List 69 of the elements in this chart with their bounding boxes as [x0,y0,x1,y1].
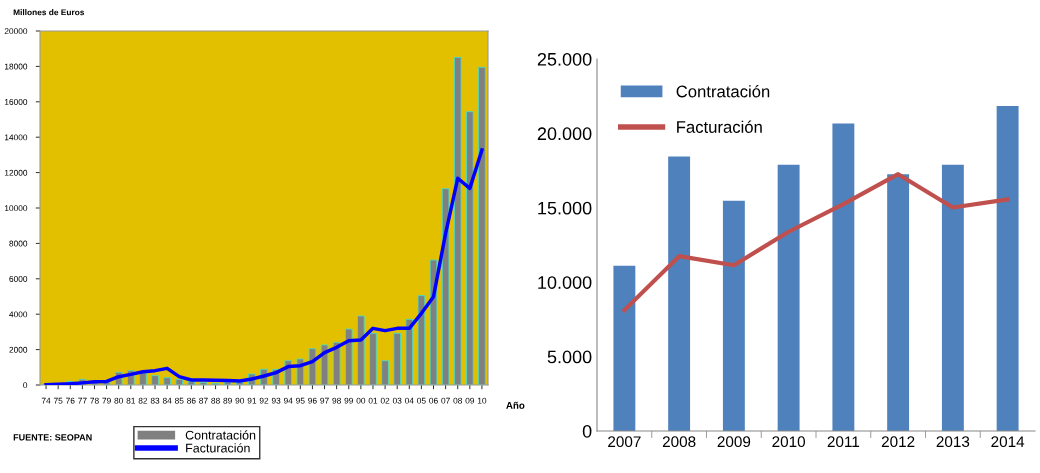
x-tick-label: 81 [126,397,136,404]
x-tick-label: 80 [114,397,124,404]
y-tick-label: 8000 [9,240,28,247]
y-tick-label: 14000 [4,134,28,141]
x-tick-label: 94 [283,397,293,404]
x-axis-title: Año [506,401,525,409]
y-tick-label: 16000 [4,99,28,105]
y-tick-label: 6000 [9,276,28,282]
legend-label: Contratación [185,430,256,440]
x-tick-label: 03 [392,397,402,404]
y-tick-label: 2000 [9,346,28,353]
y-tick-label: 18000 [4,63,28,70]
x-tick-label: 2014 [991,436,1025,448]
x-tick-label: 82 [138,397,148,404]
y-tick-label: 0 [23,382,28,389]
x-tick-label: 09 [465,397,475,404]
x-tick-label: 86 [187,397,196,404]
x-tick-label: 76 [66,397,75,404]
y-tick-label: 25.000 [537,52,592,66]
x-tick-label: 10 [477,397,487,404]
x-tick-label: 2012 [881,436,915,448]
x-tick-label: 85 [174,397,184,404]
y-tick-label: 10.000 [538,276,592,289]
y-tick-label: 15.000 [538,201,592,215]
x-tick-label: 00 [356,397,366,404]
y-tick-label: 20000 [4,28,28,35]
x-tick-label: 91 [247,397,257,404]
x-tick-label: 99 [344,397,353,404]
x-tick-label: 95 [296,397,305,404]
x-tick-label: 90 [235,397,245,404]
y-tick-label: 4000 [9,311,28,318]
x-tick-label: 98 [332,397,341,404]
y-tick-label: 10000 [4,205,28,212]
x-tick-label: 01 [368,397,378,404]
y-tick-label: 20.000 [537,127,592,141]
x-tick-label: 2013 [936,436,970,448]
legend-label: Contratación [676,84,770,98]
x-tick-label: 87 [199,397,208,404]
x-tick-label: 2007 [608,436,641,448]
x-tick-label: 07 [441,397,450,404]
x-tick-label: 92 [259,397,269,404]
x-tick-label: 88 [211,397,220,404]
y-tick-label: 0 [582,424,592,438]
x-tick-label: 05 [417,397,426,404]
x-tick-label: 2011 [827,436,860,448]
x-tick-label: 89 [223,397,232,404]
x-tick-label: 96 [308,397,317,404]
x-tick-label: 78 [90,397,99,404]
x-tick-label: 84 [162,397,172,404]
x-tick-label: 2008 [662,436,696,448]
legend-label: Facturación [677,120,762,133]
y-tick-label: 5.000 [547,350,592,364]
x-tick-label: 75 [53,397,63,404]
source-note: FUENTE: SEOPAN [13,434,92,441]
y-axis-title: Millones de Euros [13,9,85,16]
x-tick-label: 79 [102,397,111,404]
x-tick-label: 93 [271,397,281,404]
legend-label: Facturación [186,443,250,453]
x-tick-label: 2009 [717,436,751,448]
x-tick-label: 04 [404,397,414,404]
x-tick-label: 77 [78,397,87,404]
x-tick-label: 97 [320,397,329,404]
x-tick-label: 2010 [772,436,806,448]
x-tick-label: 06 [429,397,438,404]
x-tick-label: 08 [453,397,462,404]
x-tick-label: 02 [380,397,390,404]
x-tick-label: 74 [41,397,51,404]
x-tick-label: 83 [150,397,160,404]
y-tick-label: 12000 [4,169,28,176]
